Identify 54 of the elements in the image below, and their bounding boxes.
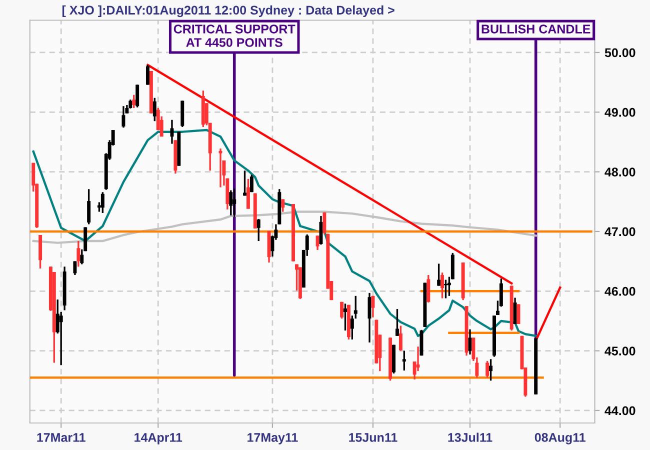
candlestick: [350, 314, 354, 340]
candlestick: [402, 350, 406, 372]
candlestick: [132, 94, 136, 109]
candlestick: [499, 278, 503, 308]
x-tick-label: 14Apr11: [134, 433, 182, 444]
x-tick-label: 17Mar11: [37, 433, 86, 442]
candlestick: [122, 105, 126, 128]
candlestick: [146, 64, 150, 86]
candlestick: [513, 296, 517, 325]
y-tick-label: 49.00: [604, 108, 636, 117]
candlestick: [246, 178, 250, 210]
candlestick: [344, 302, 347, 332]
line-series: [32, 128, 537, 337]
candlestick: [395, 308, 399, 337]
candlestick: [440, 272, 444, 300]
candlestick: [416, 346, 420, 372]
y-tick-label: 47.00: [604, 227, 636, 236]
candlestick: [354, 295, 358, 320]
x-tick-label: 08Aug11: [534, 433, 586, 444]
x-tick-label: 13Jul11: [448, 432, 492, 442]
candlestick: [437, 262, 441, 287]
candlestick: [398, 324, 402, 352]
candlestick: [218, 148, 222, 188]
candlestick: [59, 311, 63, 366]
candlestick: [76, 240, 80, 268]
candlestick: [340, 301, 344, 320]
candlestick: [87, 188, 91, 226]
candlestick: [426, 274, 430, 304]
y-tick-label: 45.00: [604, 346, 636, 356]
candlestick: [371, 295, 375, 318]
candlestick: [516, 303, 520, 325]
candlestick: [229, 189, 233, 216]
annotation: BULLISH CANDLE: [482, 24, 590, 34]
candlestick: [250, 174, 254, 193]
y-tick-label: 46.00: [604, 286, 636, 296]
x-tick-label: 15Jun11: [349, 433, 398, 442]
candlestick: [316, 234, 320, 251]
candlestick: [281, 198, 285, 213]
candlestick: [256, 218, 260, 242]
candlestick: [136, 84, 140, 108]
candlestick: [170, 119, 174, 145]
y-tick-label: 50.00: [604, 48, 636, 58]
candlestick: [100, 191, 104, 214]
candlestick: [232, 188, 236, 218]
candlestick: [489, 358, 493, 382]
candlestick: [486, 360, 490, 378]
candlestick: [73, 260, 77, 276]
candlestick: [243, 170, 246, 197]
chart-title: [ XJO ]:DAILY:01Aug2011 12:00 Sydney : Data Delayed >: [62, 5, 394, 18]
annotation: CRITICAL SUPPORT AT 4450 POINTS: [174, 24, 296, 47]
y-tick-label: 44.00: [604, 406, 636, 416]
y-tick-label: 48.00: [604, 168, 636, 176]
x-tick-label: 17May11: [248, 433, 298, 444]
candlestick: [152, 96, 156, 122]
